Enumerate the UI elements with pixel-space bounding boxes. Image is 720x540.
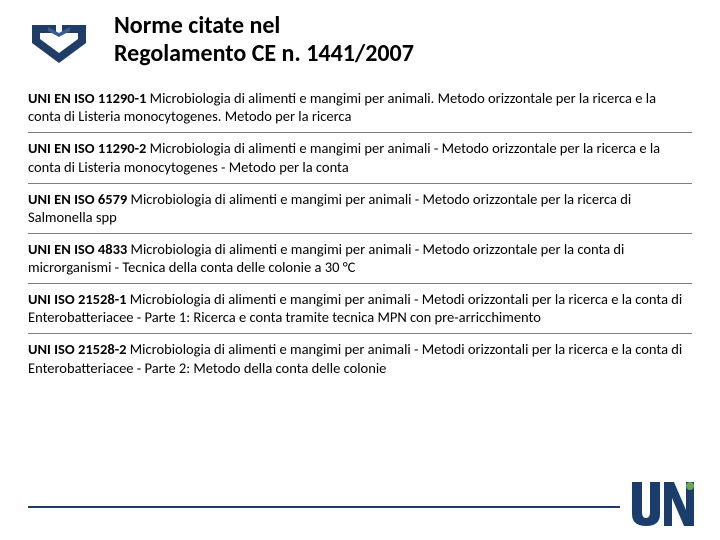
page-title: Norme citate nel Regolamento CE n. 1441/… (114, 12, 414, 67)
list-item: UNI ISO 21528-1 Microbiologia di aliment… (28, 284, 692, 334)
list-item: UNI EN ISO 4833 Microbiologia di aliment… (28, 234, 692, 284)
entry-code: UNI ISO 21528-2 (28, 340, 127, 358)
uni-logo-icon (628, 478, 700, 534)
entry-code: UNI EN ISO 11290-2 (28, 139, 146, 157)
title-line-1: Norme citate nel (114, 11, 280, 40)
entry-desc: Microbiologia di alimenti e mangimi per … (28, 340, 682, 376)
content-list: UNI EN ISO 11290-1 Microbiologia di alim… (0, 75, 720, 384)
list-item: UNI ISO 21528-2 Microbiologia di aliment… (28, 334, 692, 383)
entry-code: UNI EN ISO 11290-1 (28, 89, 146, 107)
entry-code: UNI ISO 21528-1 (28, 290, 127, 308)
list-item: UNI EN ISO 11290-1 Microbiologia di alim… (28, 83, 692, 133)
list-item: UNI EN ISO 11290-2 Microbiologia di alim… (28, 133, 692, 183)
list-item: UNI EN ISO 6579 Microbiologia di aliment… (28, 184, 692, 234)
footer-divider (28, 506, 620, 508)
header-logo-icon (28, 19, 90, 65)
entry-code: UNI EN ISO 6579 (28, 190, 127, 208)
entry-code: UNI EN ISO 4833 (28, 240, 127, 258)
title-line-2: Regolamento CE n. 1441/2007 (114, 39, 414, 68)
entry-desc: Microbiologia di alimenti e mangimi per … (28, 290, 682, 326)
header: Norme citate nel Regolamento CE n. 1441/… (0, 0, 720, 75)
